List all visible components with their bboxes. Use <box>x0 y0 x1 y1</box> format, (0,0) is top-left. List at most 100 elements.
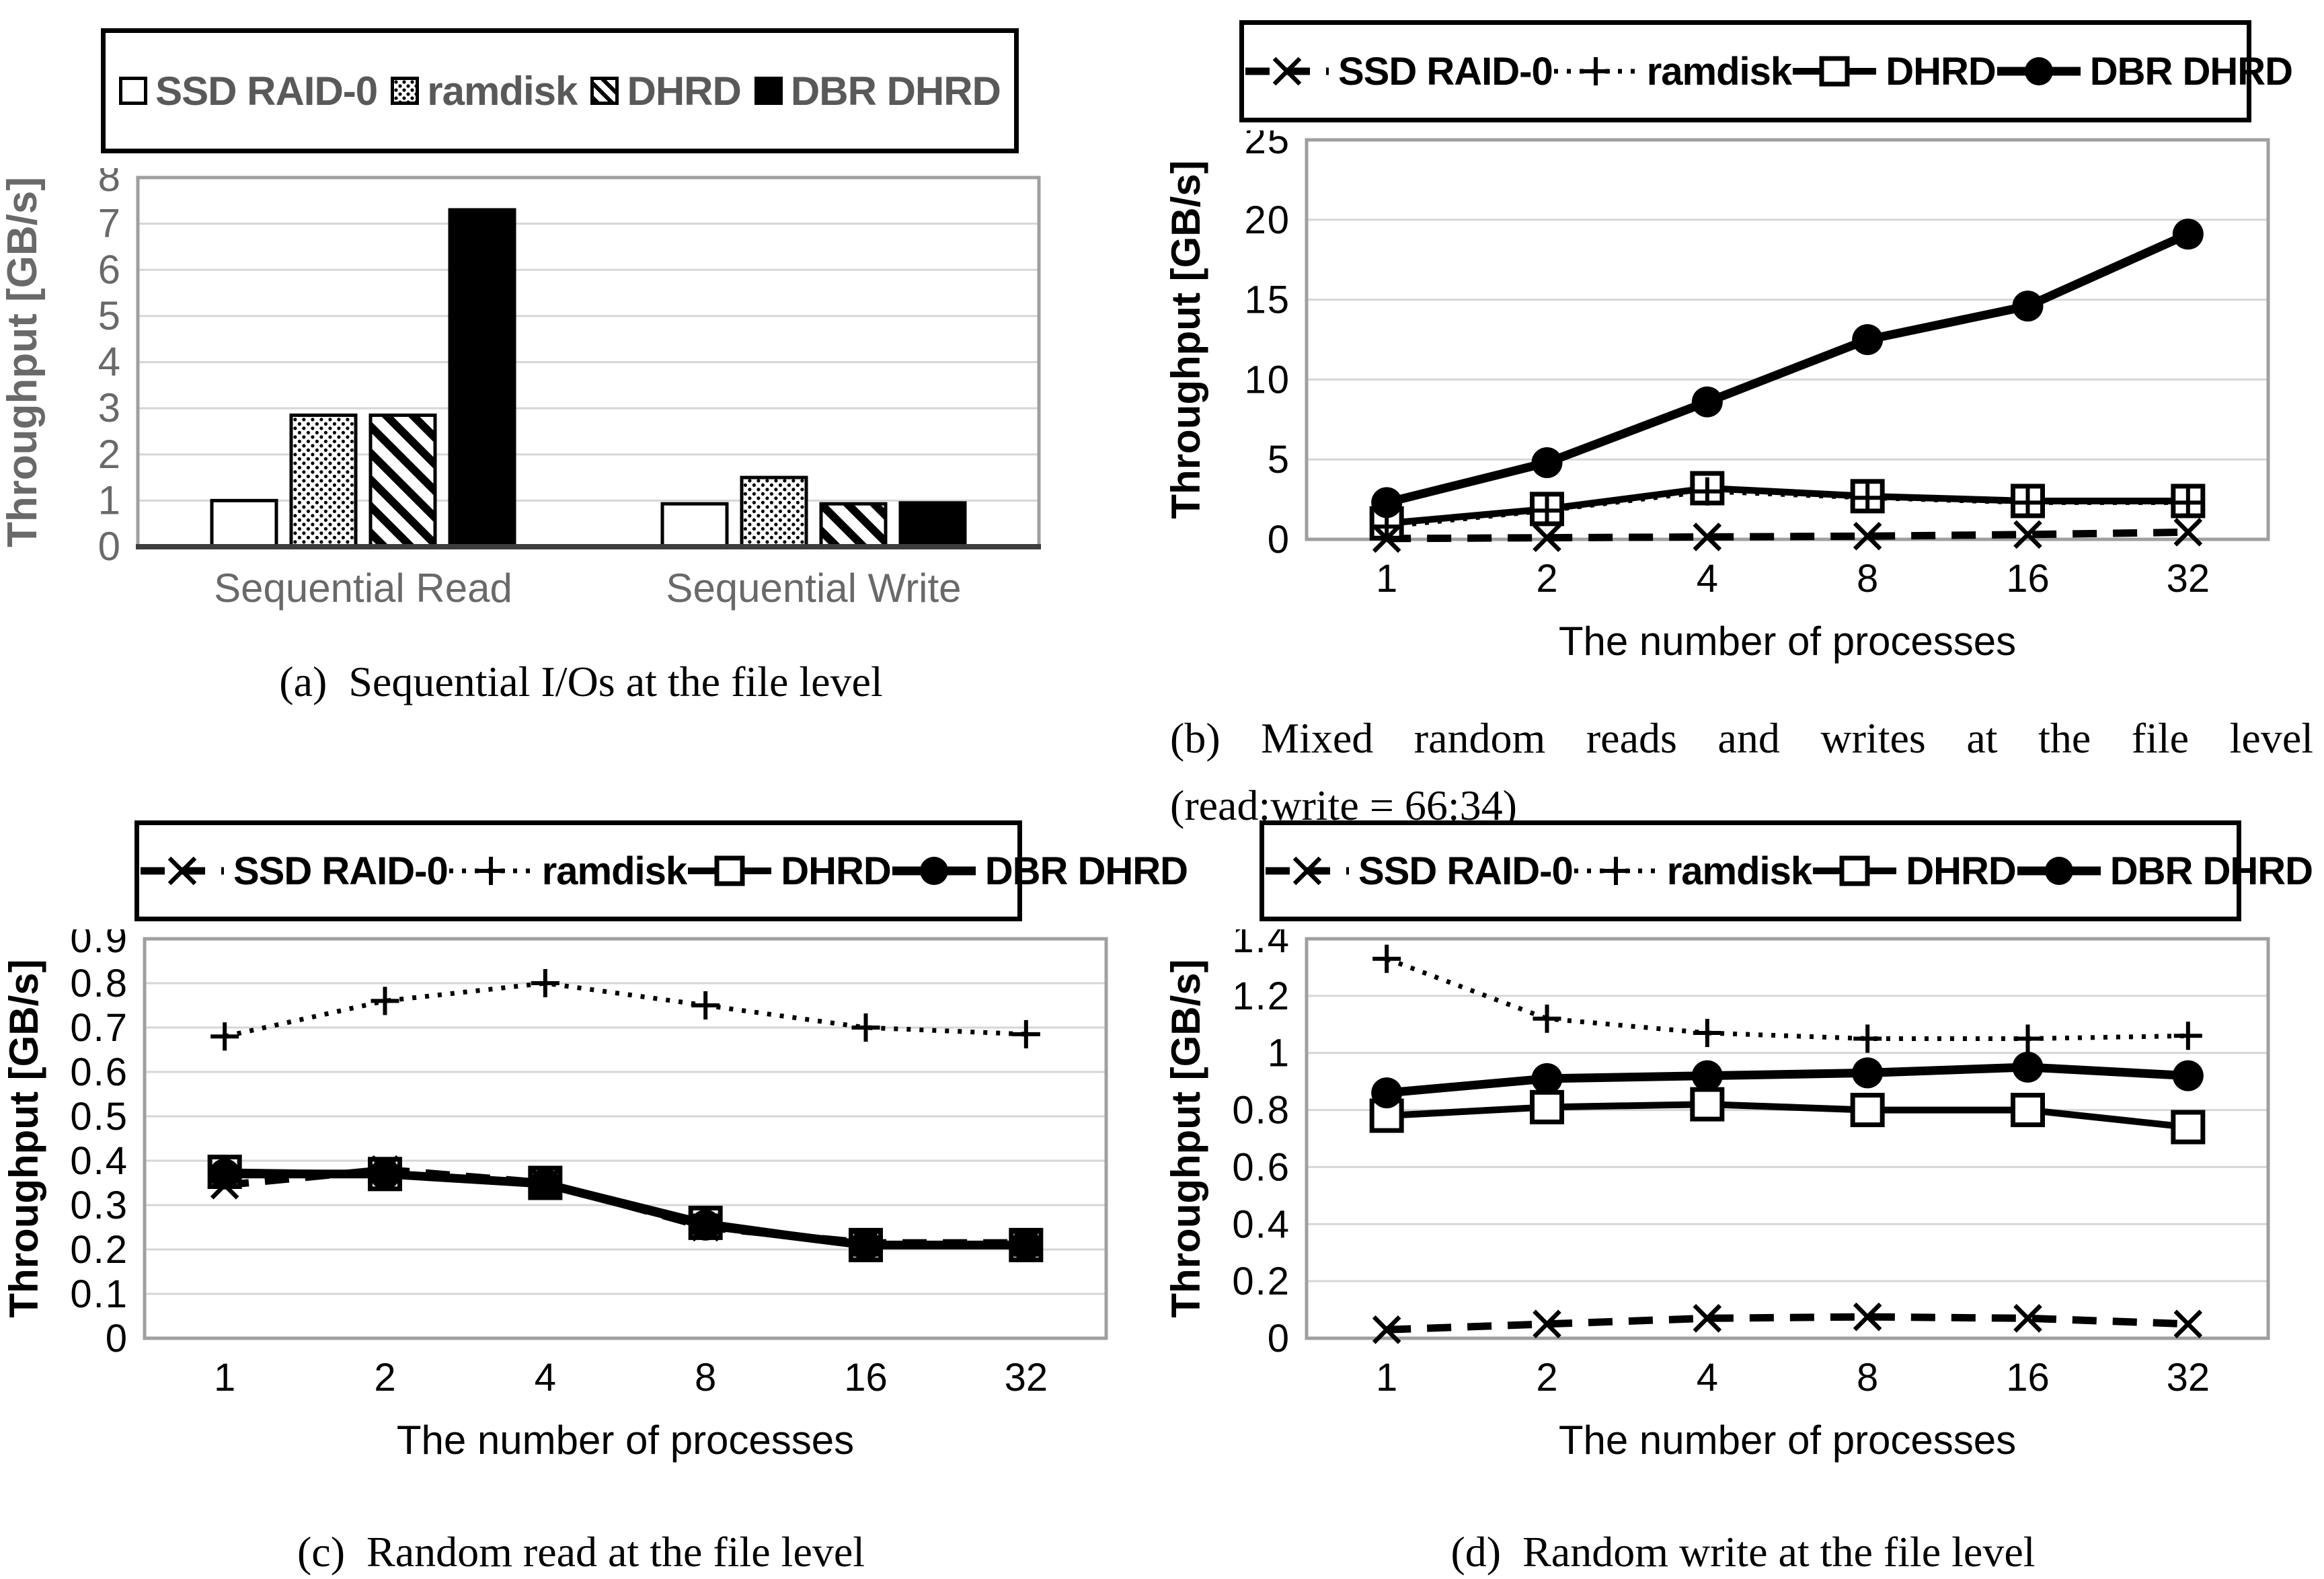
plus-marker <box>1601 857 1630 885</box>
bar-dhrd <box>369 413 437 549</box>
svg-text:4: 4 <box>1697 1356 1718 1399</box>
legend-item-dhrd: DHRD <box>687 849 892 894</box>
legend-label: SSD RAID-0 <box>1338 49 1553 93</box>
svg-text:4: 4 <box>1697 557 1718 601</box>
y-axis-title: Throughput [GB/s] <box>1 959 46 1317</box>
circle-marker-dbr-dhrd <box>1531 1063 1563 1094</box>
circle-marker-dbr-dhrd <box>690 1209 722 1241</box>
x-axis-ticks: 1 2 4 8 16 32 <box>1376 557 2210 601</box>
circle-marker-dbr-dhrd <box>1010 1229 1042 1261</box>
square-marker-dhrd <box>1530 1089 1564 1124</box>
square-marker-dhrd <box>2011 1093 2045 1128</box>
panel-c-random-read: SSD RAID-0 ramdisk DHRD DBR DHRD 0 0.1 0.2 0.3… <box>0 780 1188 1576</box>
circle-marker-dbr-dhrd <box>2172 219 2204 250</box>
series-line-dbr-dhrd <box>1386 1063 2189 1097</box>
legend-label: DBR DHRD <box>2089 49 2293 93</box>
x-marker <box>1272 56 1302 86</box>
legend-item-ssd-raid-0: SSD RAID-0 <box>1264 849 1574 894</box>
series-line-ramdisk <box>1386 489 2188 529</box>
legend-label: SSD RAID-0 <box>1358 849 1574 893</box>
svg-text:32: 32 <box>1005 1356 1048 1399</box>
gridlines <box>1307 995 2268 1282</box>
circle-line-legend-icon <box>892 857 976 885</box>
svg-text:3: 3 <box>98 385 120 430</box>
square-line-legend-icon <box>688 855 772 886</box>
series-line-ssd-raid-0 <box>1386 1313 2189 1334</box>
svg-text:0: 0 <box>98 524 120 569</box>
svg-text:20: 20 <box>1244 198 1290 242</box>
series-markers <box>1369 219 2206 553</box>
svg-text:0.2: 0.2 <box>1232 1260 1290 1303</box>
square-marker-dhrd <box>1850 1093 1885 1128</box>
circle-marker-dbr-dhrd <box>1371 487 1403 518</box>
series-line-ramdisk <box>1385 956 2188 1041</box>
legend-label: DHRD <box>627 68 741 114</box>
bar-ssd-raid-0 <box>210 498 278 549</box>
legend-label: ramdisk <box>1646 49 1792 93</box>
plus-marker-ramdisk <box>1853 484 1882 512</box>
circle-marker-dbr-dhrd <box>209 1158 241 1190</box>
plus-marker-ramdisk <box>1533 496 1561 525</box>
circle-marker-dbr-dhrd <box>1691 1060 1723 1091</box>
svg-text:0.4: 0.4 <box>1232 1202 1290 1246</box>
legend-label: DHRD <box>1906 849 2017 893</box>
legend-label: SSD RAID-0 <box>233 849 449 893</box>
svg-text:4: 4 <box>535 1356 556 1399</box>
x-axis-title: The number of processes <box>1559 619 2016 664</box>
plus-marker-ramdisk <box>1372 944 1401 973</box>
plus-marker <box>1581 57 1610 85</box>
circle-marker-dbr-dhrd <box>1852 324 1884 355</box>
series-line-dhrd <box>1386 1101 2189 1131</box>
legend-item-dbr-dhrd: DBR DHRD <box>1996 49 2293 94</box>
legend-item-dhrd: DHRD <box>1812 849 2017 894</box>
x-axis-title: The number of processes <box>1559 1418 2016 1463</box>
svg-text:0.6: 0.6 <box>1232 1145 1290 1189</box>
x-axis-title: The number of processes <box>397 1418 854 1463</box>
y-axis-ticks: 0 5 10 15 20 25 <box>1244 130 1290 562</box>
y-axis-ticks: 00.10.20.30.40.50.60.70.80.9 <box>70 929 128 1360</box>
hatch-swatch-icon <box>590 77 619 105</box>
caption-panel-c: (c) Random read at the file level <box>297 1528 865 1576</box>
legend-label: DBR DHRD <box>984 849 1188 893</box>
svg-text:4: 4 <box>98 340 120 385</box>
solid-swatch-icon <box>754 77 783 105</box>
svg-text:0.2: 0.2 <box>70 1228 128 1272</box>
circle-marker-dbr-dhrd <box>1691 386 1723 418</box>
legend-item-dbr-dhrd: DBR DHRD <box>754 68 1001 114</box>
svg-text:2: 2 <box>1536 1356 1557 1399</box>
x-marker-ssd-raid-0 <box>2173 1309 2203 1339</box>
svg-text:10: 10 <box>1244 358 1290 401</box>
legend-item-ssd-raid-0: SSD RAID-0 <box>119 68 378 114</box>
square-line-legend-icon <box>1813 855 1897 886</box>
square-marker-dhrd <box>2171 1110 2206 1145</box>
series-lines <box>1385 956 2189 1334</box>
legend-label: SSD RAID-0 <box>155 68 378 114</box>
svg-text:0: 0 <box>1268 518 1290 562</box>
plus-marker <box>476 857 505 885</box>
svg-text:16: 16 <box>2006 1356 2050 1399</box>
svg-text:1: 1 <box>214 1356 235 1399</box>
svg-text:1: 1 <box>1376 557 1397 601</box>
square-line-legend-icon <box>1793 56 1877 87</box>
circle-marker-dbr-dhrd <box>2012 291 2044 322</box>
caption-panel-b: (b) Mixed random reads and writes at the… <box>1170 711 2313 833</box>
bar-dbr-dhrd <box>448 208 516 549</box>
x-line-legend-icon <box>1266 856 1349 886</box>
legend-item-dbr-dhrd: DBR DHRD <box>891 849 1188 894</box>
plus-marker-ramdisk <box>1011 1019 1040 1048</box>
legend-label: ramdisk <box>1666 849 1812 893</box>
random-write-line-chart: 0 0.2 0.4 0.6 0.8 1 1.2 1.4 1 2 4 8 16 32 The number o… <box>1163 929 2270 1463</box>
legend-label: ramdisk <box>427 68 578 114</box>
circle-marker-dbr-dhrd <box>369 1158 401 1190</box>
svg-text:0.4: 0.4 <box>70 1139 128 1183</box>
series-lines <box>1385 230 2190 543</box>
circle-marker-dbr-dhrd <box>2172 1060 2204 1091</box>
plus-marker-ramdisk <box>2173 488 2202 517</box>
x-line-legend-icon <box>141 856 224 886</box>
series-line-ssd-raid-0 <box>1387 528 2188 543</box>
svg-text:25: 25 <box>1244 130 1290 162</box>
x-marker-ssd-raid-0 <box>1533 523 1561 552</box>
plus-marker-ramdisk <box>2013 488 2042 517</box>
